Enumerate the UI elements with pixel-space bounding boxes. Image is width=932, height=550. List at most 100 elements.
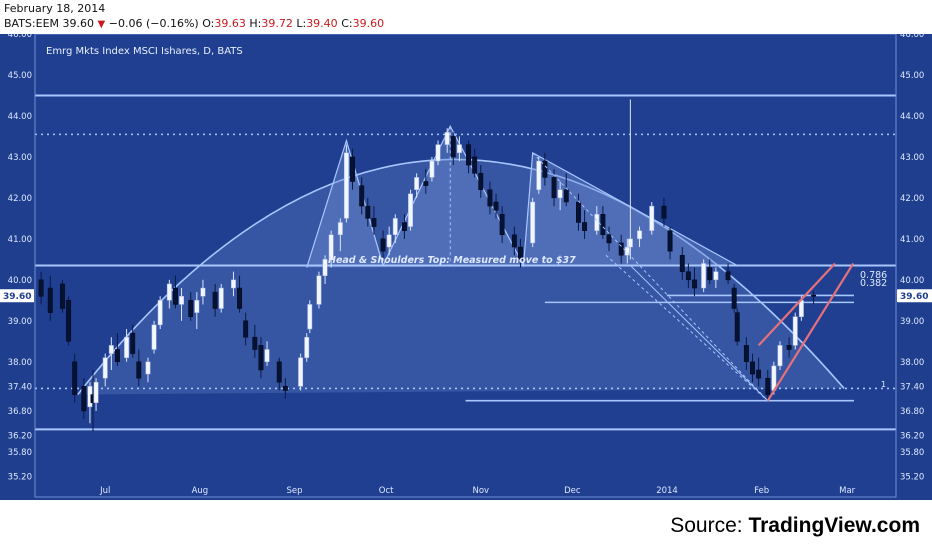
date-label: February 18, 2014 bbox=[4, 2, 106, 15]
candle bbox=[322, 259, 328, 276]
down-arrow-icon: ▼ bbox=[97, 19, 106, 30]
candle bbox=[350, 156, 355, 182]
y-axis-tick-label: 35.80 bbox=[900, 448, 924, 458]
candle bbox=[264, 349, 270, 363]
candle bbox=[811, 294, 817, 297]
open-value: 39.63 bbox=[214, 17, 246, 30]
high-value: 39.72 bbox=[261, 17, 293, 30]
candle bbox=[713, 271, 719, 281]
candle bbox=[563, 189, 569, 203]
candle bbox=[777, 345, 783, 367]
candle bbox=[600, 214, 606, 236]
last-price-tag-box bbox=[897, 289, 932, 303]
symbol-label: BATS:EEM bbox=[4, 17, 60, 30]
candle-layer bbox=[38, 99, 817, 432]
fib-382-label: 0.382 bbox=[860, 278, 887, 289]
candle bbox=[511, 234, 517, 248]
candle bbox=[282, 386, 288, 391]
candle bbox=[743, 345, 749, 363]
candle bbox=[66, 300, 72, 342]
candle bbox=[258, 345, 264, 371]
candle bbox=[798, 300, 804, 317]
bear-flag-channel-line bbox=[766, 262, 855, 402]
candle bbox=[194, 300, 200, 313]
price-chart[interactable]: 39.60 46.00 46.00 45.00 45.00 44.00 44.00 43.0… bbox=[0, 34, 932, 500]
head-shoulders-fill bbox=[306, 126, 738, 268]
candle bbox=[188, 300, 194, 317]
fib-1-label: 1 bbox=[881, 380, 886, 389]
candle bbox=[551, 177, 557, 199]
candle bbox=[478, 173, 484, 190]
x-axis-tick-label: Mar bbox=[839, 486, 856, 496]
change-value: −0.06 (−0.16%) bbox=[108, 17, 199, 30]
candle bbox=[200, 287, 206, 297]
overlay-layer: 39.60 bbox=[0, 152, 855, 402]
y-axis-tick-label: 45.00 bbox=[900, 71, 924, 81]
candle bbox=[316, 275, 322, 305]
candle bbox=[343, 152, 349, 219]
candle bbox=[707, 267, 713, 281]
y-axis-tick-label: 38.00 bbox=[900, 358, 924, 368]
left-price-tag-text: 39.60 bbox=[3, 292, 31, 302]
arc-fill bbox=[77, 159, 845, 395]
candle bbox=[606, 234, 612, 244]
y-axis-tick-label: 40.00 bbox=[900, 276, 924, 286]
candle bbox=[542, 160, 548, 178]
candle bbox=[60, 283, 65, 309]
level-layer bbox=[35, 94, 896, 431]
candle bbox=[557, 189, 563, 199]
candle bbox=[576, 201, 581, 223]
candle bbox=[72, 361, 78, 395]
source-prefix: Source: bbox=[670, 514, 749, 537]
y-axis-tick-label: 38.00 bbox=[8, 358, 32, 368]
candle bbox=[145, 361, 151, 375]
y-axis-tick-label: 35.20 bbox=[900, 473, 924, 483]
x-axis-tick-label: Nov bbox=[472, 486, 489, 496]
close-value: 39.60 bbox=[352, 17, 385, 30]
candle bbox=[679, 255, 685, 272]
axis-layer: 46.00 46.00 45.00 45.00 44.00 44.00 43.00 43.00… bbox=[8, 34, 924, 498]
candle bbox=[661, 205, 667, 219]
candle bbox=[401, 222, 407, 231]
candle bbox=[444, 132, 450, 145]
decline-trendline bbox=[532, 152, 769, 402]
candle bbox=[493, 201, 499, 211]
candle bbox=[499, 214, 505, 236]
last-price: 39.60 bbox=[62, 17, 95, 30]
candle bbox=[47, 287, 53, 313]
y-axis-tick-label: 45.00 bbox=[8, 71, 32, 81]
y-axis-tick-label: 42.00 bbox=[900, 194, 924, 204]
x-axis-tick-label: Jul bbox=[99, 486, 110, 496]
candle bbox=[536, 160, 542, 190]
candle bbox=[624, 246, 630, 256]
chart-header: February 18, 2014 BATS:EEM 39.60 ▼ −0.06… bbox=[0, 0, 932, 34]
candle bbox=[429, 160, 435, 178]
candle bbox=[243, 320, 249, 338]
candle bbox=[408, 193, 413, 227]
decline-trendline bbox=[605, 254, 769, 402]
candle bbox=[392, 218, 398, 236]
candle bbox=[252, 336, 258, 350]
low-value: 39.40 bbox=[306, 17, 338, 30]
source-credit: Source: TradingView.com bbox=[670, 514, 920, 538]
candle bbox=[359, 185, 365, 207]
candle bbox=[130, 332, 136, 354]
pattern-layer bbox=[77, 124, 845, 396]
candle bbox=[157, 300, 163, 326]
candle bbox=[114, 349, 120, 363]
y-axis-tick-label: 46.00 bbox=[8, 34, 32, 40]
candle bbox=[237, 287, 243, 309]
candle bbox=[93, 382, 99, 404]
candle bbox=[487, 189, 493, 207]
y-axis-tick-label: 36.80 bbox=[8, 407, 32, 417]
close-label: C: bbox=[341, 17, 353, 30]
candle bbox=[38, 279, 44, 297]
candle bbox=[792, 316, 798, 346]
y-axis-tick-label: 44.00 bbox=[900, 112, 924, 122]
candle bbox=[276, 361, 282, 383]
last-price-tag: 39.60 bbox=[897, 289, 932, 302]
y-axis-tick-label: 43.00 bbox=[900, 153, 924, 163]
source-brand: TradingView.com bbox=[748, 514, 920, 537]
pattern-annotation: Head & Shoulders Top: Measured move to $… bbox=[328, 255, 576, 266]
candle bbox=[692, 279, 697, 289]
